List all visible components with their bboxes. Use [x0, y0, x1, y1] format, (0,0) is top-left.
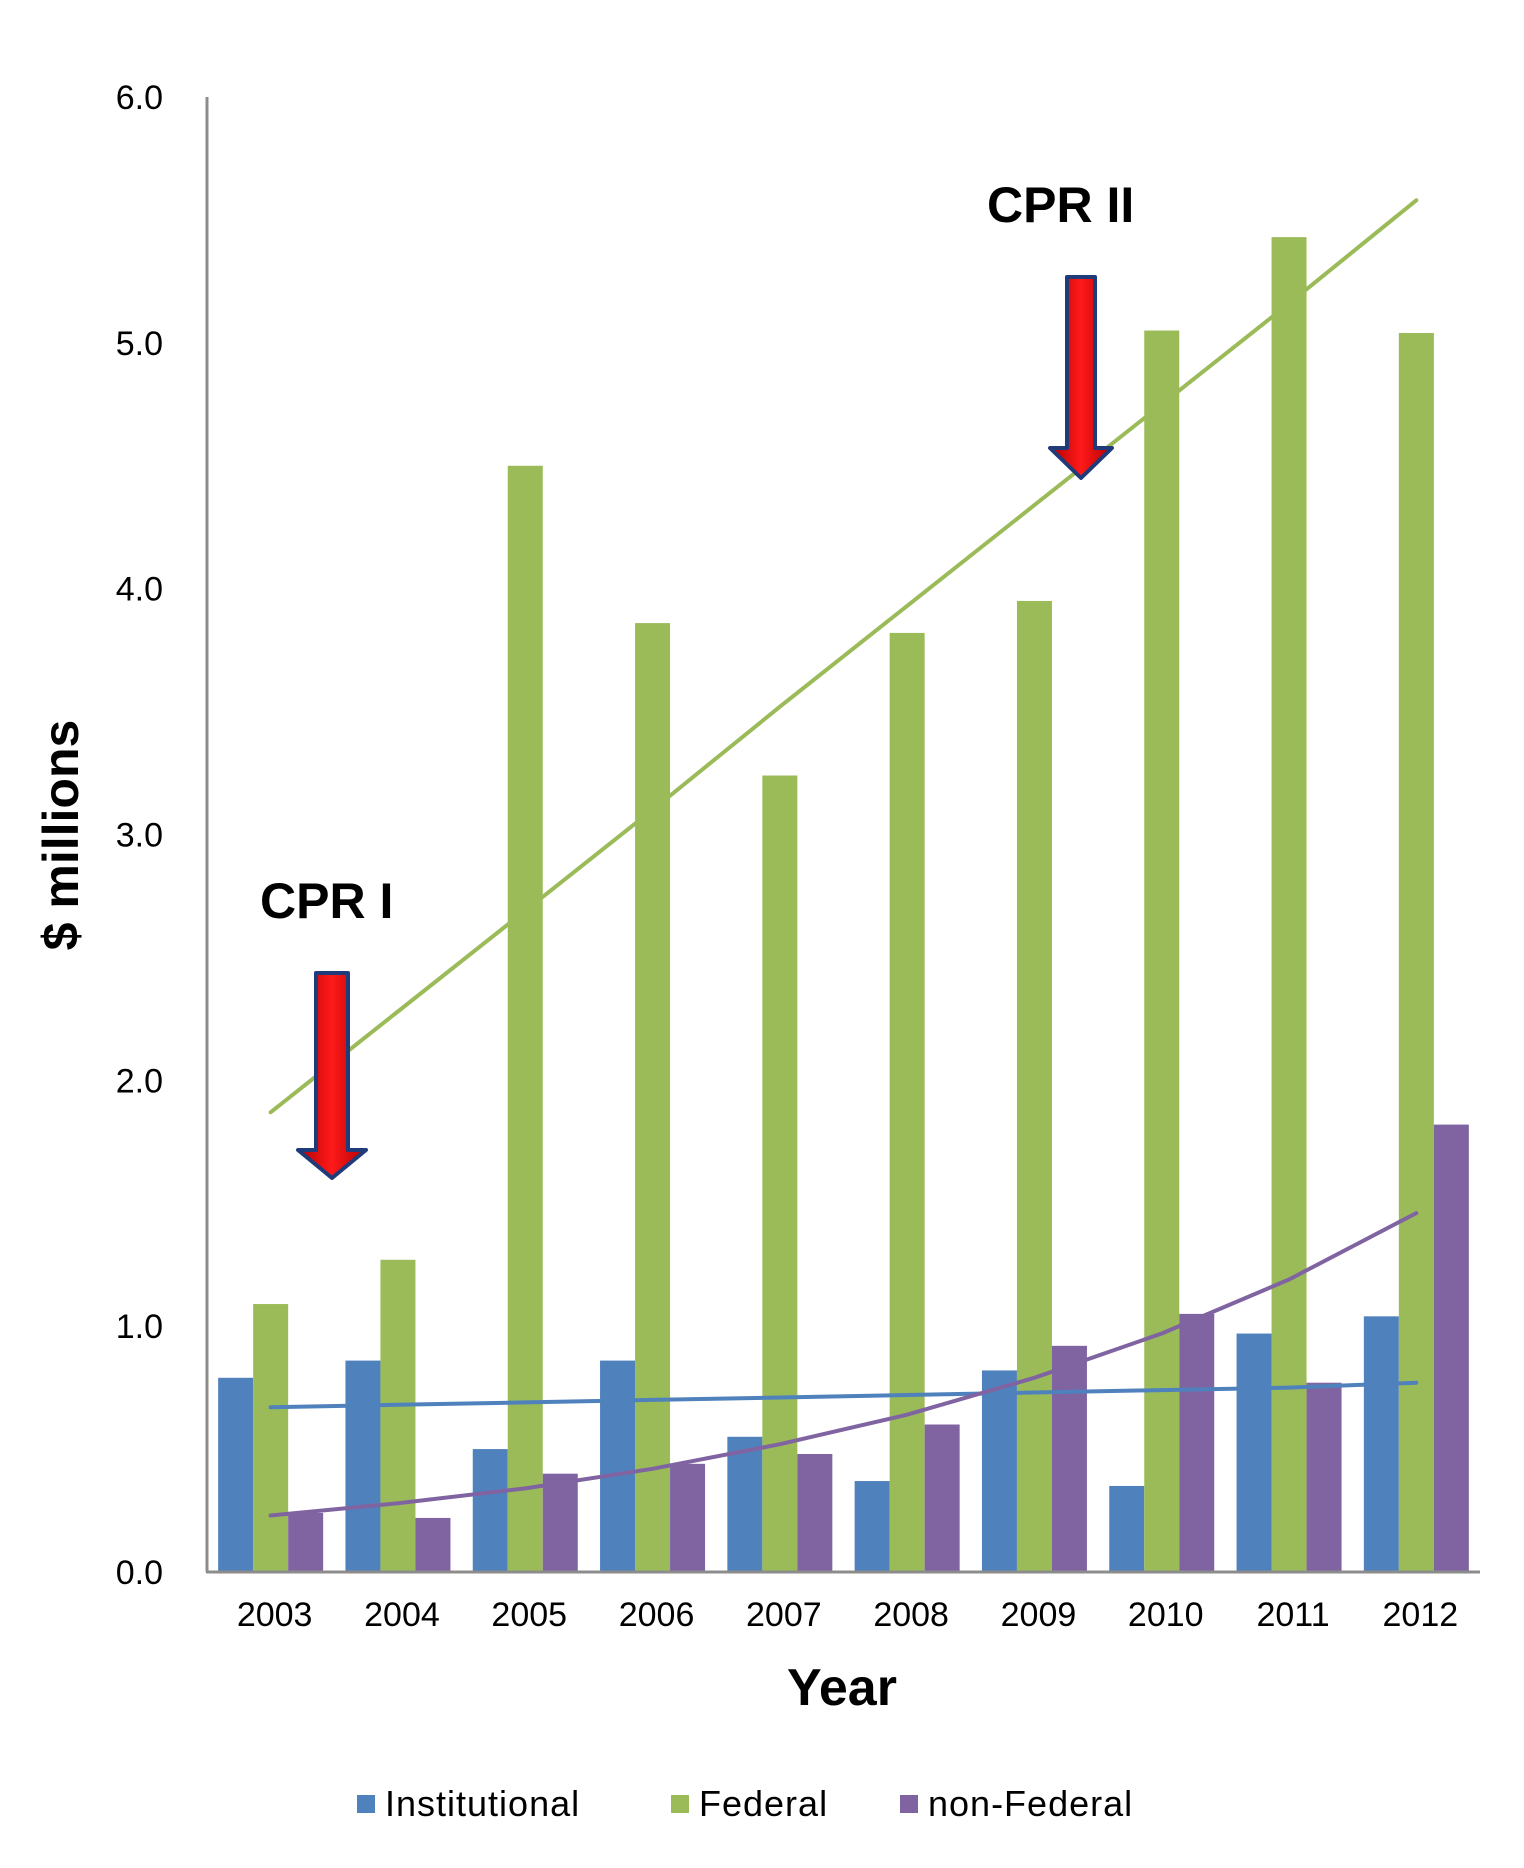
bars	[218, 237, 1469, 1573]
x-tick-label: 2010	[1128, 1596, 1204, 1634]
bar-non-federal	[542, 1473, 578, 1572]
bar-institutional	[1109, 1485, 1145, 1572]
legend-label-institutional: Institutional	[385, 1783, 580, 1824]
legend-swatch-federal	[671, 1795, 689, 1813]
bar-federal	[1398, 333, 1434, 1572]
y-tick-label: 5.0	[116, 325, 163, 363]
x-tick-label: 2009	[1001, 1596, 1077, 1634]
bar-non-federal	[924, 1424, 960, 1572]
bar-institutional	[472, 1449, 508, 1572]
legend-swatch-institutional	[357, 1795, 375, 1813]
y-axis-ticks: 0.0 1.0 2.0 3.0 4.0 5.0 6.0	[116, 79, 163, 1592]
bar-non-federal	[415, 1517, 451, 1572]
bar-non-federal	[670, 1463, 706, 1572]
bar-federal	[889, 632, 925, 1572]
annotation-cpr-i: CPR I	[260, 873, 393, 929]
bar-non-federal	[1051, 1345, 1087, 1572]
trendline-federal	[268, 198, 1419, 1115]
bar-institutional	[981, 1370, 1017, 1572]
bar-institutional	[854, 1481, 890, 1572]
x-tick-label: 2008	[873, 1596, 949, 1634]
y-tick-label: 6.0	[116, 79, 163, 117]
arrow-down-icon	[1048, 275, 1114, 480]
legend-swatch-non-federal	[900, 1795, 918, 1813]
trendlines	[268, 198, 1419, 1518]
bar-federal	[1144, 330, 1180, 1573]
bar-non-federal	[1179, 1313, 1215, 1572]
x-tick-label: 2012	[1383, 1596, 1459, 1634]
x-tick-label: 2006	[619, 1596, 695, 1634]
x-tick-label: 2003	[237, 1596, 313, 1634]
y-tick-label: 2.0	[116, 1062, 163, 1100]
bar-institutional	[1236, 1333, 1272, 1572]
bar-institutional	[727, 1436, 763, 1572]
x-tick-label: 2004	[364, 1596, 440, 1634]
legend: Institutional Federal non-Federal	[357, 1783, 1133, 1824]
bar-institutional	[1363, 1316, 1399, 1572]
x-tick-label: 2011	[1256, 1596, 1329, 1634]
y-tick-label: 3.0	[116, 817, 163, 855]
bar-institutional	[600, 1360, 636, 1572]
bar-non-federal	[1306, 1382, 1342, 1572]
bar-federal	[635, 623, 671, 1572]
x-tick-label: 2007	[746, 1596, 822, 1634]
trendline-institutional	[268, 1380, 1419, 1410]
bar-federal	[1016, 600, 1052, 1572]
trendline-non-federal	[268, 1211, 1419, 1518]
bar-non-federal	[797, 1454, 833, 1572]
y-tick-label: 4.0	[116, 571, 163, 609]
y-tick-label: 1.0	[116, 1308, 163, 1346]
bar-federal	[507, 465, 543, 1572]
x-tick-label: 2005	[491, 1596, 567, 1634]
arrow-down-icon	[296, 971, 368, 1180]
legend-label-federal: Federal	[699, 1783, 828, 1824]
x-axis-ticks: 2003 2004 2005 2006 2007 2008 2009 2010 2011 2012	[237, 1596, 1458, 1634]
bar-non-federal	[1433, 1124, 1469, 1572]
bar-federal	[762, 775, 798, 1572]
y-tick-label: 0.0	[116, 1554, 163, 1592]
bar-federal	[380, 1259, 416, 1572]
y-axis-title: $ millions	[33, 720, 89, 951]
x-axis-title: Year	[787, 1659, 897, 1717]
bar-non-federal	[288, 1513, 324, 1572]
annotation-cpr-ii: CPR II	[987, 177, 1134, 233]
legend-label-non-federal: non-Federal	[928, 1783, 1133, 1824]
bar-federal	[253, 1304, 289, 1572]
bar-federal	[1271, 237, 1307, 1572]
bar-institutional	[218, 1377, 254, 1572]
bar-institutional	[345, 1360, 381, 1572]
